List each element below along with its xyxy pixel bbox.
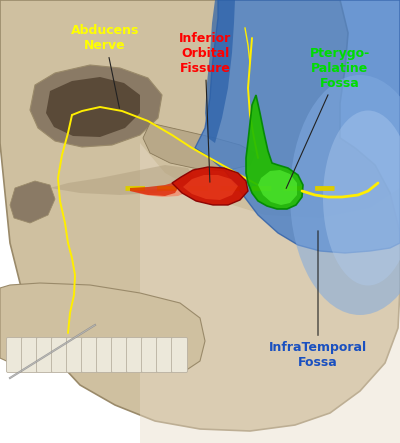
Polygon shape <box>143 123 255 171</box>
FancyBboxPatch shape <box>36 338 52 373</box>
Polygon shape <box>50 165 195 195</box>
Polygon shape <box>246 95 303 209</box>
Ellipse shape <box>290 75 400 315</box>
Polygon shape <box>140 0 400 443</box>
FancyBboxPatch shape <box>142 338 158 373</box>
FancyBboxPatch shape <box>156 338 172 373</box>
Polygon shape <box>0 0 400 431</box>
Text: Abducens
Nerve: Abducens Nerve <box>71 24 139 108</box>
FancyBboxPatch shape <box>96 338 112 373</box>
Polygon shape <box>0 283 205 371</box>
FancyBboxPatch shape <box>82 338 98 373</box>
Polygon shape <box>46 77 140 137</box>
Polygon shape <box>183 175 238 200</box>
Polygon shape <box>172 167 248 205</box>
Polygon shape <box>195 0 400 253</box>
Text: Inferior
Orbital
Fissure: Inferior Orbital Fissure <box>179 31 231 182</box>
FancyBboxPatch shape <box>22 338 38 373</box>
Text: Pterygo-
Palatine
Fossa: Pterygo- Palatine Fossa <box>286 47 370 188</box>
Polygon shape <box>10 181 55 223</box>
FancyBboxPatch shape <box>66 338 82 373</box>
FancyBboxPatch shape <box>52 338 68 373</box>
Polygon shape <box>130 183 178 196</box>
FancyBboxPatch shape <box>112 338 128 373</box>
Polygon shape <box>30 65 162 147</box>
Ellipse shape <box>323 110 400 285</box>
Text: InfraTemporal
Fossa: InfraTemporal Fossa <box>269 231 367 369</box>
Polygon shape <box>130 189 185 197</box>
Polygon shape <box>258 170 297 205</box>
FancyBboxPatch shape <box>126 338 142 373</box>
FancyBboxPatch shape <box>6 338 22 373</box>
Polygon shape <box>205 0 235 143</box>
FancyBboxPatch shape <box>172 338 188 373</box>
